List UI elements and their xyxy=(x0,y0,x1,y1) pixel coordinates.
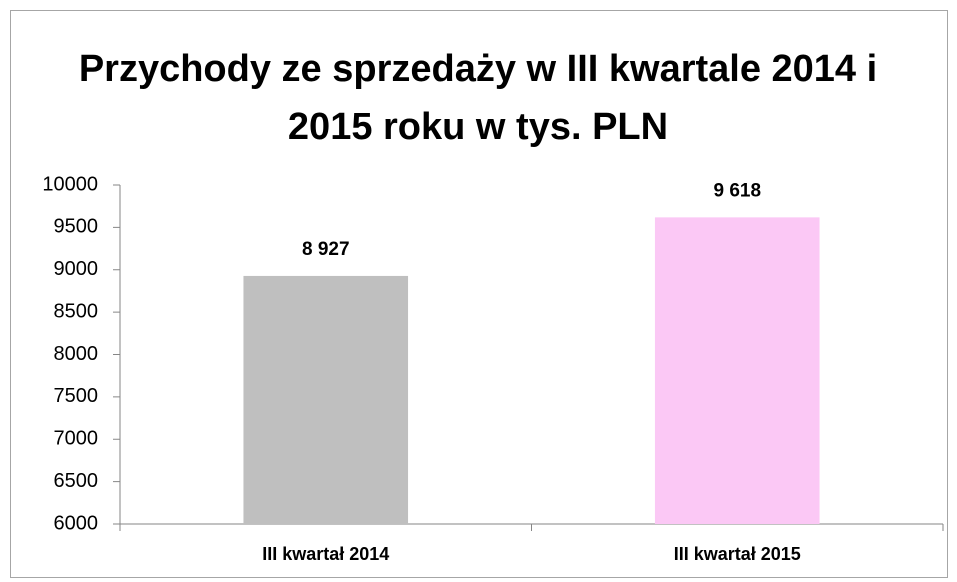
y-tick-label: 10000 xyxy=(42,173,98,195)
y-tick-label: 6000 xyxy=(54,512,99,534)
y-tick-label: 8000 xyxy=(54,343,99,365)
y-tick-label: 6500 xyxy=(54,470,99,492)
x-tick-label: III kwartał 2015 xyxy=(674,544,801,564)
bar xyxy=(654,217,820,524)
y-tick-label: 9500 xyxy=(54,216,99,238)
y-tick-label: 7000 xyxy=(54,428,99,450)
y-tick-label: 9000 xyxy=(54,258,99,280)
bar xyxy=(243,275,409,524)
chart-title: Przychody ze sprzedaży w III kwartale 20… xyxy=(78,48,878,148)
y-tick-label: 7500 xyxy=(54,385,99,407)
value-label: 9 618 xyxy=(713,180,761,201)
chart-frame xyxy=(10,10,948,578)
x-tick-label: III kwartał 2014 xyxy=(262,544,389,564)
y-tick-label: 8500 xyxy=(54,300,99,322)
value-label: 8 927 xyxy=(302,239,350,260)
